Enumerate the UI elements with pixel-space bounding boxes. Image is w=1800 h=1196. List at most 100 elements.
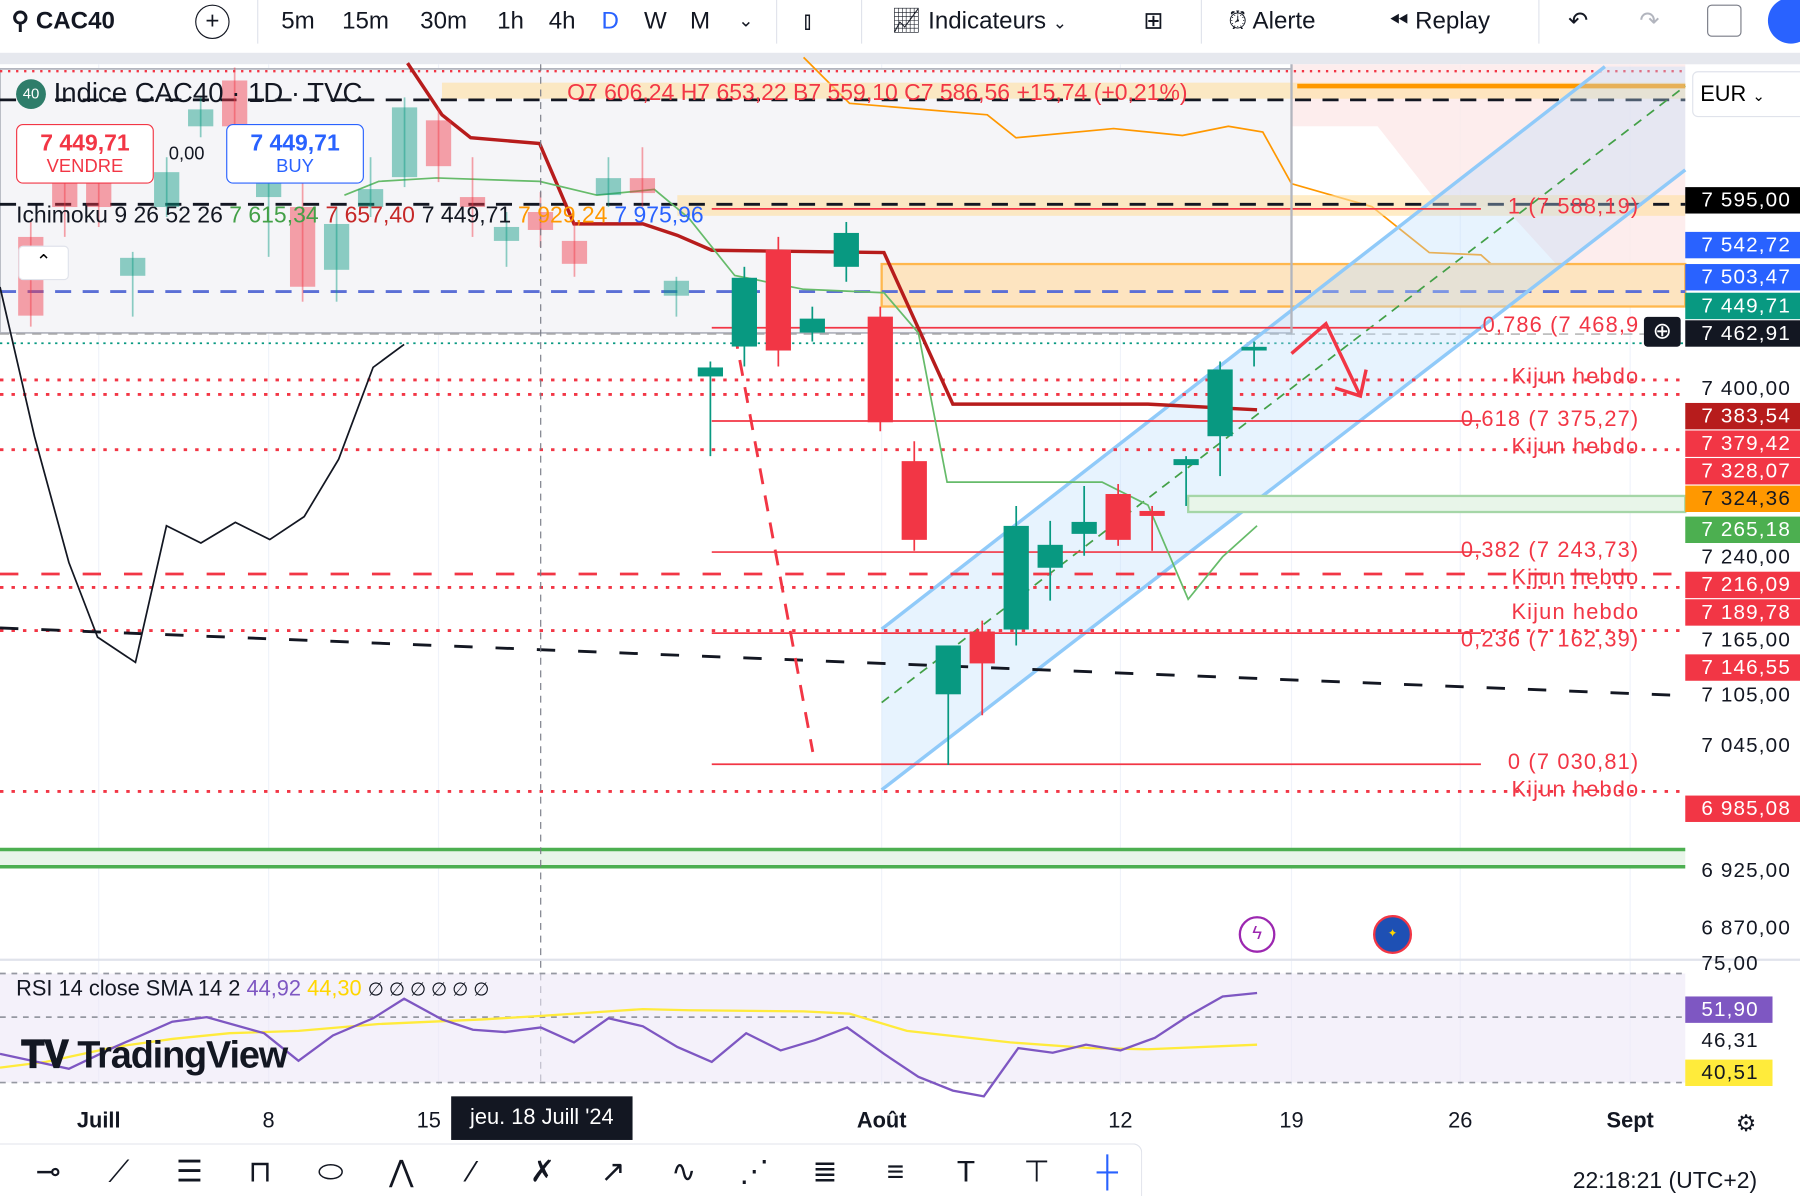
symbol-badge: 40 [16,79,46,110]
interval-M[interactable]: M [689,8,711,35]
collapse-legend-chevron-up-icon[interactable]: ⌃ [18,245,69,281]
candle-type-icon[interactable]: ⫾ [803,8,812,35]
ellipse-icon[interactable]: ⬭ [317,1153,344,1189]
interval-W[interactable]: W [644,8,667,35]
sell-button[interactable]: 7 449,71 VENDRE [16,123,154,184]
orange-zone-rect [880,262,1687,308]
symbol-search[interactable]: ⚲ CAC40 [11,8,115,35]
fib-label: 0,618 (7 375,27) [1460,407,1640,432]
interval-5m[interactable]: 5m [281,8,315,35]
pitchfork-icon[interactable]: ⋀ [388,1153,414,1189]
tradingview-logo: 𝐓𝐕 TradingView [20,1033,289,1076]
crosshair-icon[interactable]: ┼ [1096,1153,1118,1189]
price-axis-label: 7 542,72 [1685,231,1800,259]
candle-body [188,109,214,127]
interval-4h[interactable]: 4h [548,8,576,35]
price-axis-label: 7 189,78 [1685,599,1800,626]
candle-body [1139,510,1165,516]
price-axis-label: 7 328,07 [1685,458,1800,485]
spread-value: 0,00 [168,144,205,165]
price-axis-label: 7 265,18 [1685,516,1800,544]
price-axis-label: 7 105,00 [1701,683,1791,707]
add-symbol-button[interactable]: + [195,4,230,40]
rsi-axis-label: 75,00 [1701,951,1759,975]
buy-button[interactable]: 7 449,71 BUY [226,123,364,184]
red-arrow-drawing [1290,320,1362,397]
price-axis-label: 6 870,00 [1701,916,1791,940]
rsi-line [0,991,1258,1098]
alert-button[interactable]: ⏰︎ Alerte [1228,8,1316,35]
candle-body [1241,346,1267,351]
chevron-down-icon: ⌄ [1052,13,1068,34]
horizontal-lines-icon[interactable]: ☰ [176,1153,203,1189]
search-icon: ⚲ [11,8,36,35]
ichimoku-value: 7 615,34 [229,203,319,229]
candle-body [1207,369,1233,437]
undo-icon[interactable]: ↶ [1568,8,1589,35]
arrow-icon[interactable]: ↗ [600,1153,626,1189]
interval-dropdown-chevron-icon[interactable]: ⌄ [738,11,754,31]
ichimoku-value: 7 975,96 [614,203,704,229]
cursor-line-icon[interactable]: ⊸ [35,1153,61,1189]
chevron-down-icon: ⌄ [1752,87,1765,105]
price-axis-label: 7 165,00 [1701,627,1791,651]
fib-retracement-icon[interactable]: ≣ [812,1153,838,1189]
time-axis-label: 12 [1108,1108,1133,1134]
indicators-icon: 📈︎ [890,8,929,35]
time-axis-label: 15 [416,1108,441,1134]
kijun-hebdo-label: Kijun hebdo [1511,364,1640,389]
ichimoku-value: 7 449,71 [421,203,512,229]
settings-gear-icon[interactable]: ⚙ [1735,1111,1757,1137]
toolbar-divider [0,52,1800,65]
replay-button[interactable]: ⏪︎ Replay [1389,8,1491,35]
fullscreen-button[interactable] [1707,4,1742,37]
fib-label: 0 (7 030,81) [1507,750,1640,775]
time-axis-label: Juill [76,1108,121,1134]
interval-1h[interactable]: 1h [497,8,524,35]
indicators-button[interactable]: 📈︎ Indicateurs ⌄ [890,8,1068,35]
publish-button[interactable] [1767,0,1800,44]
redo-icon[interactable]: ↷ [1639,8,1660,35]
interval-15m[interactable]: 15m [342,8,390,35]
ray-icon[interactable]: ⁄ [469,1153,475,1189]
path-icon[interactable]: ∿ [671,1153,697,1189]
candle-body [663,280,690,296]
add-alert-plus-icon[interactable]: ⊕ [1643,316,1681,347]
kijun-hebdo-label: Kijun hebdo [1511,565,1640,590]
red-arrow-head [1334,369,1368,399]
time-axis-label: Août [856,1108,907,1134]
candle-body [289,207,316,287]
event-lightning-icon[interactable]: ϟ [1238,916,1276,953]
tv-logo-icon: 𝐓𝐕 [20,1033,78,1076]
fib-label: 0,382 (7 243,73) [1460,538,1640,563]
candle-body [833,232,859,267]
currency-select[interactable]: EUR ⌄ [1692,71,1800,118]
green-support-zone [0,849,1686,867]
trend-line-icon[interactable]: ⟋ [108,1153,130,1189]
candle-body [222,80,248,127]
time-axis-label: 26 [1448,1108,1473,1134]
black-trend-line [0,626,1686,698]
fib-extension-icon[interactable]: ≡ [886,1153,905,1189]
polyline-icon[interactable]: ⋰ [739,1153,770,1189]
candle-body [697,367,724,377]
anchor-text-icon[interactable]: ⊤ [1023,1153,1050,1189]
ichimoku-value: 7 657,40 [325,203,415,229]
rsi-sma-line [0,1007,1258,1069]
price-axis-label: 7 216,09 [1685,571,1800,599]
price-axis-label: 7 045,00 [1701,733,1791,757]
rsi-axis-label: 40,51 [1685,1059,1773,1087]
text-icon[interactable]: T [956,1153,976,1189]
clock: 22:18:21 (UTC+2) [1572,1168,1758,1194]
crosshair-date-label: jeu. 18 Juill '24 [451,1096,633,1140]
eu-flag-event-icon[interactable]: ✦ [1373,914,1413,954]
price-axis-label: 7 383,54 [1685,402,1800,430]
rectangle-icon[interactable]: ⊓ [248,1153,272,1189]
rsi-axis-label: 46,31 [1701,1028,1759,1052]
interval-30m[interactable]: 30m [420,8,468,35]
tenkan-sen-line [344,177,1258,601]
fib-tool-icon[interactable]: ✗ [529,1153,555,1189]
candle-body [323,223,350,270]
interval-D[interactable]: D [601,8,619,35]
layout-grid-icon[interactable]: ⊞ [1143,8,1164,35]
